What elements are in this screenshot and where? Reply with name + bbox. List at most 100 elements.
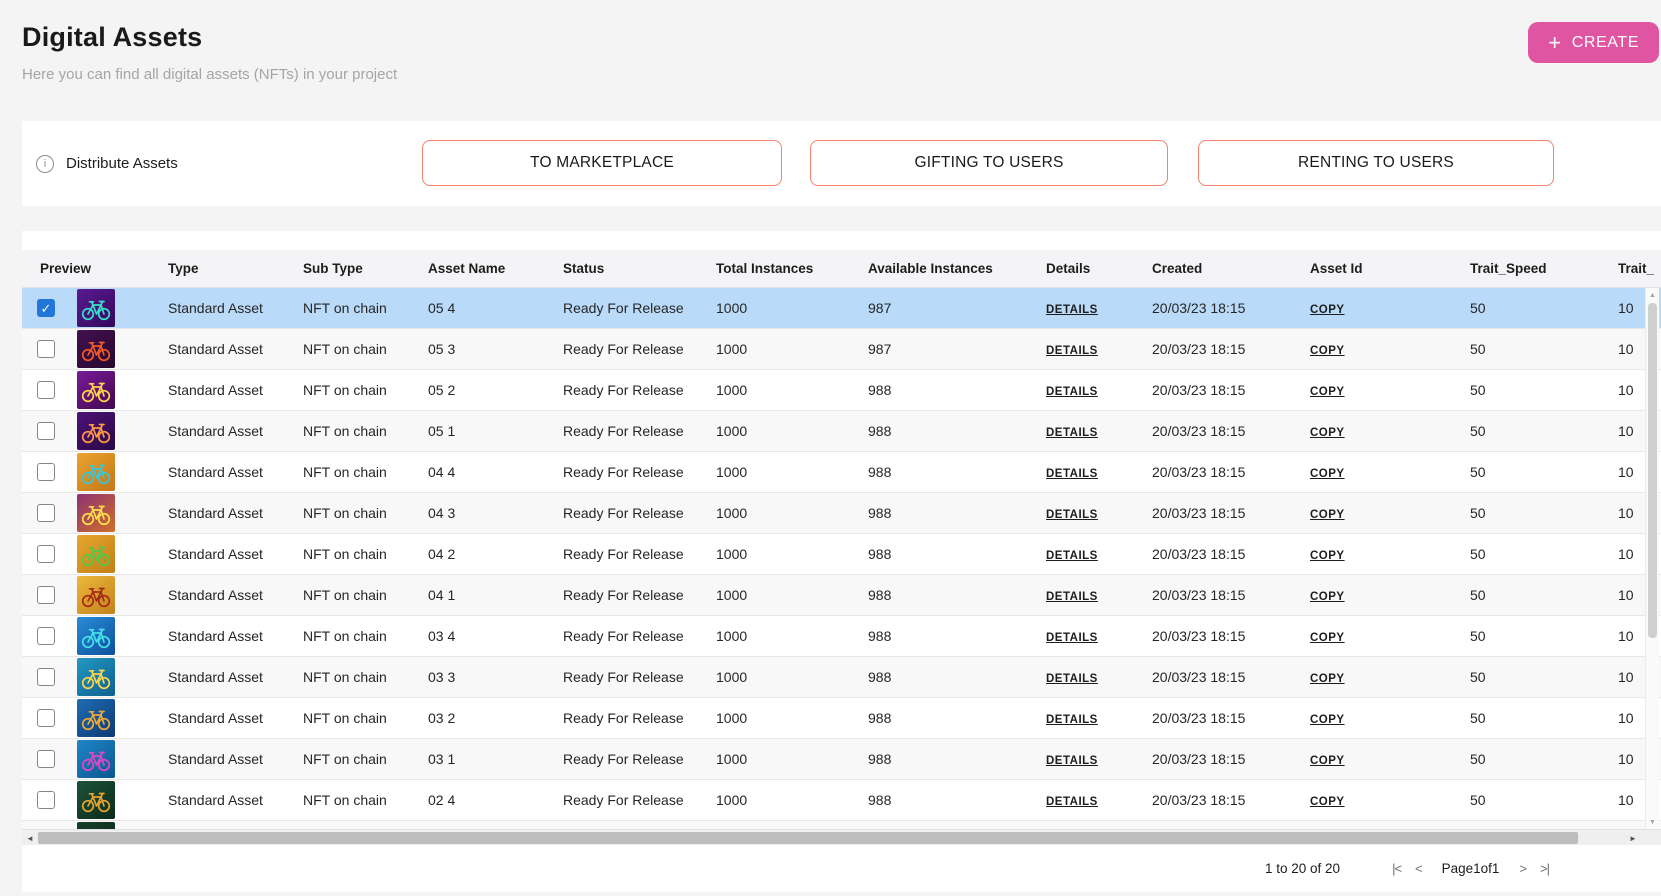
copy-asset-id-link[interactable]: COPY xyxy=(1310,468,1345,480)
details-link[interactable]: DETAILS xyxy=(1046,304,1098,316)
column-header-asset-id[interactable]: Asset Id xyxy=(1310,261,1363,276)
scroll-right-icon[interactable]: ► xyxy=(1629,833,1637,843)
details-link[interactable]: DETAILS xyxy=(1046,345,1098,357)
table-row[interactable]: ✓ Standard Asset NFT on chain 04 3 Ready… xyxy=(22,493,1661,534)
column-header-trait-cut[interactable]: Trait_ xyxy=(1618,261,1655,276)
row-checkbox[interactable]: ✓ xyxy=(37,422,55,440)
row-checkbox[interactable]: ✓ xyxy=(37,340,55,358)
column-header-trait-speed[interactable]: Trait_Speed xyxy=(1470,261,1547,276)
row-checkbox[interactable]: ✓ xyxy=(37,709,55,727)
next-page-button[interactable]: > xyxy=(1519,861,1527,876)
details-link[interactable]: DETAILS xyxy=(1046,386,1098,398)
pagination-range: 1 to 20 of 20 xyxy=(1265,861,1341,876)
details-link[interactable]: DETAILS xyxy=(1046,673,1098,685)
column-header-type[interactable]: Type xyxy=(168,261,199,276)
scroll-down-icon[interactable]: ▼ xyxy=(1649,818,1656,826)
asset-preview xyxy=(77,371,115,409)
row-checkbox[interactable]: ✓ xyxy=(37,299,55,317)
details-link[interactable]: DETAILS xyxy=(1046,796,1098,808)
table-row[interactable]: ✓ Standard Asset NFT on chain 05 3 Ready… xyxy=(22,329,1661,370)
details-link[interactable]: DETAILS xyxy=(1046,755,1098,767)
info-icon[interactable]: i xyxy=(36,154,54,173)
type-cell: Standard Asset xyxy=(168,505,263,521)
table-row[interactable]: ✓ Standard Asset NFT on chain 02 4 Ready… xyxy=(22,780,1661,821)
row-checkbox[interactable]: ✓ xyxy=(37,791,55,809)
details-link[interactable]: DETAILS xyxy=(1046,550,1098,562)
row-checkbox[interactable]: ✓ xyxy=(37,463,55,481)
copy-asset-id-link[interactable]: COPY xyxy=(1310,345,1345,357)
table-row[interactable]: ✓ Standard Asset NFT on chain 03 2 Ready… xyxy=(22,698,1661,739)
table-row[interactable]: ✓ Standard Asset NFT on chain 04 2 Ready… xyxy=(22,534,1661,575)
column-header-asset-name[interactable]: Asset Name xyxy=(428,261,506,276)
row-checkbox[interactable]: ✓ xyxy=(37,545,55,563)
trait-speed-cell: 50 xyxy=(1470,628,1486,644)
copy-asset-id-link[interactable]: COPY xyxy=(1310,714,1345,726)
column-header-status[interactable]: Status xyxy=(563,261,605,276)
details-link[interactable]: DETAILS xyxy=(1046,427,1098,439)
table-row[interactable]: ✓ Standard Asset NFT on chain 04 1 Ready… xyxy=(22,575,1661,616)
row-checkbox[interactable]: ✓ xyxy=(37,627,55,645)
asset-preview xyxy=(77,412,115,450)
table-row[interactable]: ✓ Standard Asset NFT on chain 05 2 Ready… xyxy=(22,370,1661,411)
details-link[interactable]: DETAILS xyxy=(1046,632,1098,644)
asset-name-cell: 03 3 xyxy=(428,669,456,685)
column-header-total-instances[interactable]: Total Instances xyxy=(716,261,814,276)
copy-asset-id-link[interactable]: COPY xyxy=(1310,386,1345,398)
details-link[interactable]: DETAILS xyxy=(1046,591,1098,603)
column-header-created[interactable]: Created xyxy=(1152,261,1203,276)
table-row[interactable]: ✓ Standard Asset NFT on chain 03 1 Ready… xyxy=(22,739,1661,780)
copy-asset-id-link[interactable]: COPY xyxy=(1310,755,1345,767)
horizontal-scrollbar-thumb[interactable] xyxy=(38,832,1578,844)
gifting-to-users-button[interactable]: GIFTING TO USERS xyxy=(810,140,1168,186)
copy-asset-id-link[interactable]: COPY xyxy=(1310,673,1345,685)
create-button[interactable]: + CREATE xyxy=(1528,22,1659,63)
details-link[interactable]: DETAILS xyxy=(1046,468,1098,480)
copy-asset-id-link[interactable]: COPY xyxy=(1310,550,1345,562)
copy-asset-id-link[interactable]: COPY xyxy=(1310,591,1345,603)
row-checkbox[interactable]: ✓ xyxy=(37,586,55,604)
row-checkbox[interactable]: ✓ xyxy=(37,381,55,399)
asset-preview xyxy=(77,576,115,614)
details-link[interactable]: DETAILS xyxy=(1046,714,1098,726)
vertical-scrollbar-thumb[interactable] xyxy=(1648,303,1657,639)
sub-type-cell: NFT on chain xyxy=(303,669,387,685)
previous-page-button[interactable]: < xyxy=(1415,861,1423,876)
first-page-button[interactable]: |< xyxy=(1392,861,1402,876)
table-row[interactable]: ✓ Standard Asset NFT on chain 05 4 Ready… xyxy=(22,288,1661,329)
table-row[interactable]: ✓ Standard Asset NFT on chain 05 1 Ready… xyxy=(22,411,1661,452)
table-row[interactable]: ✓ Standard Asset NFT on chain 03 4 Ready… xyxy=(22,616,1661,657)
table-row[interactable]: ✓ Standard Asset NFT on chain 04 4 Ready… xyxy=(22,452,1661,493)
column-header-sub-type[interactable]: Sub Type xyxy=(303,261,363,276)
column-header-available-instances[interactable]: Available Instances xyxy=(868,261,993,276)
copy-asset-id-link[interactable]: COPY xyxy=(1310,304,1345,316)
table-row-partial[interactable]: ✓ xyxy=(22,821,1661,829)
scroll-up-icon[interactable]: ▲ xyxy=(1649,291,1656,299)
sub-type-cell: NFT on chain xyxy=(303,546,387,562)
column-header-details[interactable]: Details xyxy=(1046,261,1091,276)
row-checkbox[interactable]: ✓ xyxy=(37,504,55,522)
total-instances-cell: 1000 xyxy=(716,710,748,726)
to-marketplace-button[interactable]: TO MARKETPLACE xyxy=(422,140,782,186)
column-header-preview[interactable]: Preview xyxy=(40,261,92,276)
scroll-left-icon[interactable]: ◄ xyxy=(26,833,34,843)
table-header-row: Preview Type Sub Type Asset Name Status … xyxy=(22,250,1661,288)
row-checkbox[interactable]: ✓ xyxy=(37,750,55,768)
copy-asset-id-link[interactable]: COPY xyxy=(1310,509,1345,521)
bicycle-icon xyxy=(81,587,111,608)
table-row[interactable]: ✓ Standard Asset NFT on chain 03 3 Ready… xyxy=(22,657,1661,698)
vertical-scrollbar[interactable]: ▲ ▼ xyxy=(1645,288,1659,829)
details-link[interactable]: DETAILS xyxy=(1046,509,1098,521)
copy-asset-id-link[interactable]: COPY xyxy=(1310,632,1345,644)
last-page-button[interactable]: >| xyxy=(1540,861,1550,876)
created-cell: 20/03/23 18:15 xyxy=(1152,505,1246,521)
copy-asset-id-link[interactable]: COPY xyxy=(1310,796,1345,808)
sub-type-cell: NFT on chain xyxy=(303,587,387,603)
available-instances-cell: 987 xyxy=(868,300,892,316)
row-checkbox[interactable]: ✓ xyxy=(37,668,55,686)
copy-asset-id-link[interactable]: COPY xyxy=(1310,427,1345,439)
renting-to-users-button[interactable]: RENTING TO USERS xyxy=(1198,140,1554,186)
sub-type-cell: NFT on chain xyxy=(303,423,387,439)
horizontal-scrollbar[interactable]: ◄ ► xyxy=(22,829,1661,845)
asset-preview xyxy=(77,658,115,696)
trait-cut-cell: 10 xyxy=(1618,423,1634,439)
